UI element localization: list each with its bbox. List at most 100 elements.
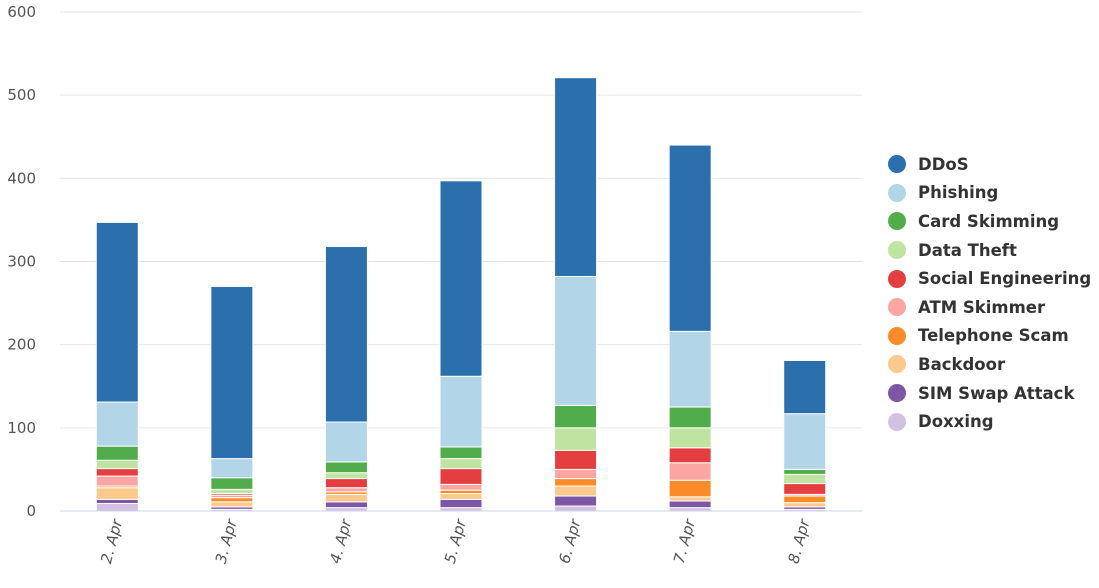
bar-segment <box>783 359 827 415</box>
bar-segment <box>324 493 368 503</box>
bar-segment <box>554 495 598 507</box>
bar-segment <box>210 488 254 495</box>
bar-segment <box>95 445 139 461</box>
legend-swatch <box>888 384 906 403</box>
bar-segment <box>554 404 598 429</box>
x-tick-label: 2. Apr <box>97 517 126 566</box>
legend-swatch <box>888 412 906 431</box>
bar-segment <box>210 458 254 479</box>
bar-segment <box>668 144 712 332</box>
bar-segment <box>210 477 254 490</box>
legend-swatch <box>888 212 906 231</box>
bar-segment <box>554 485 598 497</box>
bar-segment <box>439 446 483 460</box>
bar-segment <box>95 503 139 512</box>
bar-segment <box>95 459 139 470</box>
bar-segment <box>210 501 254 508</box>
bar-segment <box>783 495 827 504</box>
bar-segment <box>554 449 598 470</box>
legend-item[interactable]: Phishing <box>888 179 1091 208</box>
bar-segment <box>554 478 598 487</box>
legend-swatch <box>888 155 906 174</box>
legend-item[interactable]: Doxxing <box>888 407 1091 436</box>
bar-segment <box>783 473 827 485</box>
legend-label: SIM Swap Attack <box>918 383 1075 403</box>
x-axis: 2. Apr 3. Apr 4. Apr 5. Apr 6. Apr 7. Apr 8. A… <box>97 517 814 566</box>
bar-segment <box>439 468 483 485</box>
y-tick-label: 0 <box>26 502 36 520</box>
x-tick-label: 8. Apr <box>785 517 814 566</box>
legend-item[interactable]: DDoS <box>888 150 1091 179</box>
bar-segment <box>95 221 139 403</box>
bar-segment <box>783 468 827 475</box>
bar-segment <box>210 285 254 460</box>
bar-segment <box>668 406 712 429</box>
bar-segment <box>554 77 598 277</box>
bar-segment <box>668 496 712 502</box>
bar-segment <box>439 498 483 509</box>
legend-swatch <box>888 298 906 317</box>
bar-segment <box>324 421 368 463</box>
y-tick-label: 600 <box>7 3 36 21</box>
bar-segment <box>668 427 712 449</box>
legend: DDoS Phishing Card Skimming Data Theft Socia… <box>888 150 1091 436</box>
bar-segment <box>668 462 712 481</box>
bar-segment <box>324 461 368 474</box>
y-tick-label: 300 <box>7 253 36 271</box>
bar-segment <box>439 493 483 500</box>
x-tick-label: 7. Apr <box>670 517 699 566</box>
legend-label: Data Theft <box>918 240 1017 260</box>
bar-segment <box>783 502 827 508</box>
x-tick-label: 5. Apr <box>441 517 470 566</box>
bar-segment <box>210 497 254 503</box>
legend-label: Telephone Scam <box>918 326 1069 346</box>
legend-item[interactable]: Social Engineering <box>888 264 1091 293</box>
bar-segment <box>439 483 483 491</box>
legend-label: DDoS <box>918 154 969 174</box>
bar-segment <box>95 401 139 447</box>
legend-label: Phishing <box>918 183 999 203</box>
y-tick-label: 500 <box>7 86 36 104</box>
bar-segment <box>668 500 712 509</box>
bar-segment <box>439 458 483 470</box>
legend-swatch <box>888 183 906 202</box>
legend-label: Social Engineering <box>918 269 1092 289</box>
legend-swatch <box>888 355 906 374</box>
bar-segment <box>95 475 139 487</box>
bar-segment <box>554 275 598 406</box>
legend-swatch <box>888 269 906 288</box>
legend-item[interactable]: Card Skimming <box>888 207 1091 236</box>
y-tick-label: 200 <box>7 336 36 354</box>
legend-swatch <box>888 241 906 260</box>
legend-item[interactable]: Data Theft <box>888 236 1091 265</box>
legend-label: Doxxing <box>918 412 994 432</box>
legend-swatch <box>888 326 906 345</box>
x-tick-label: 4. Apr <box>326 517 355 566</box>
bar-segment <box>554 427 598 451</box>
bar-segment <box>439 375 483 448</box>
bar-segment <box>95 487 139 500</box>
bar-segment <box>324 501 368 509</box>
bar-segment <box>324 246 368 423</box>
bar-segment <box>668 479 712 498</box>
bar-segment <box>95 498 139 505</box>
legend-item[interactable]: ATM Skimmer <box>888 293 1091 322</box>
legend-item[interactable]: Telephone Scam <box>888 322 1091 351</box>
bar-segment <box>668 447 712 464</box>
bar-segment <box>668 330 712 408</box>
legend-item[interactable]: SIM Swap Attack <box>888 379 1091 408</box>
legend-label: ATM Skimmer <box>918 297 1046 317</box>
bar-segment <box>95 468 139 477</box>
bar-segment <box>439 180 483 377</box>
bar-segment <box>324 472 368 480</box>
x-tick-label: 6. Apr <box>555 517 584 566</box>
bar-segment <box>783 413 827 470</box>
legend-item[interactable]: Backdoor <box>888 350 1091 379</box>
legend-label: Backdoor <box>918 354 1006 374</box>
legend-label: Card Skimming <box>918 211 1060 231</box>
bar-segment <box>554 468 598 480</box>
bar-segment <box>324 487 368 493</box>
y-tick-label: 400 <box>7 169 36 187</box>
x-tick-label: 3. Apr <box>212 517 241 566</box>
